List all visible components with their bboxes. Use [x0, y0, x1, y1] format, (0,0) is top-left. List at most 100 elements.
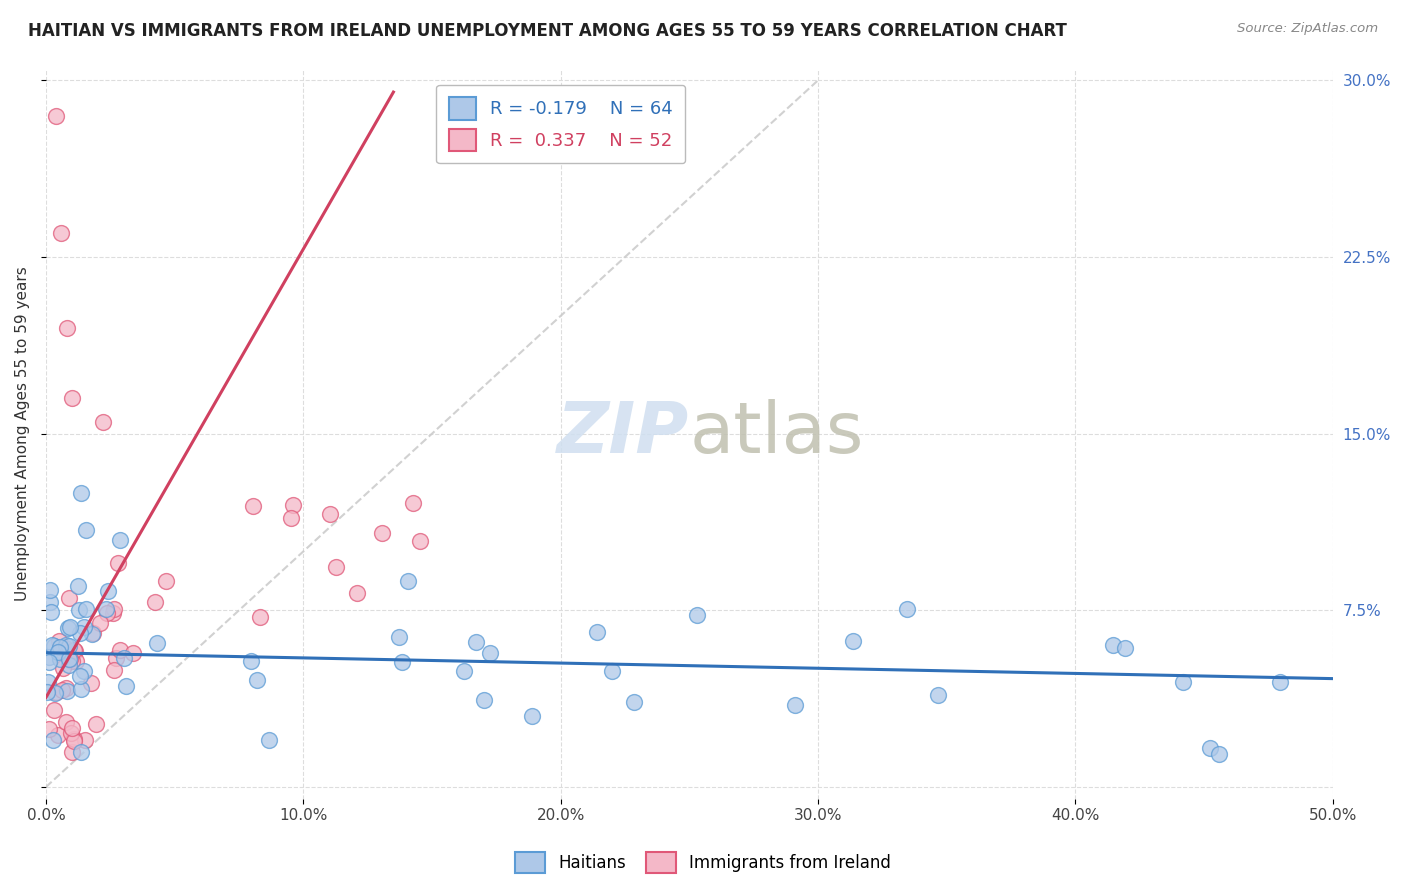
- Point: [55, 681, 77, 695]
- Point: [52, 661, 75, 675]
- Point: [65, 655, 87, 669]
- Point: [60, 745, 83, 759]
- Point: [586, 625, 609, 640]
- Point: [927, 689, 949, 703]
- Point: [75, 601, 97, 615]
- Point: [37, 685, 59, 699]
- Point: [623, 695, 645, 709]
- Point: [41, 638, 63, 652]
- Point: [1268, 675, 1291, 690]
- Point: [89, 615, 111, 630]
- Point: [60, 392, 83, 406]
- Point: [58, 621, 80, 635]
- Point: [53, 641, 76, 656]
- Point: [453, 665, 475, 679]
- Point: [107, 556, 129, 570]
- Point: [464, 635, 486, 649]
- Point: [319, 508, 342, 522]
- Legend: Haitians, Immigrants from Ireland: Haitians, Immigrants from Ireland: [508, 846, 898, 880]
- Point: [55, 320, 77, 334]
- Point: [73, 620, 96, 634]
- Legend: R = -0.179    N = 64, R =  0.337    N = 52: R = -0.179 N = 64, R = 0.337 N = 52: [436, 85, 686, 163]
- Point: [48, 640, 70, 654]
- Point: [63, 642, 86, 657]
- Point: [73, 732, 96, 747]
- Point: [75, 524, 97, 538]
- Point: [474, 693, 496, 707]
- Point: [115, 679, 138, 693]
- Point: [58, 652, 80, 666]
- Point: [73, 664, 96, 678]
- Point: [896, 601, 918, 615]
- Point: [38, 650, 60, 665]
- Point: [1208, 747, 1230, 761]
- Point: [402, 496, 425, 510]
- Text: HAITIAN VS IMMIGRANTS FROM IRELAND UNEMPLOYMENT AMONG AGES 55 TO 59 YEARS CORREL: HAITIAN VS IMMIGRANTS FROM IRELAND UNEMP…: [28, 22, 1067, 40]
- Point: [59, 726, 82, 740]
- Point: [63, 734, 86, 748]
- Point: [396, 574, 419, 588]
- Point: [110, 642, 132, 657]
- Point: [60, 654, 83, 668]
- Point: [45, 685, 67, 699]
- Point: [1173, 675, 1195, 690]
- Point: [51, 683, 73, 698]
- Point: [842, 634, 865, 648]
- Point: [346, 586, 368, 600]
- Point: [257, 732, 280, 747]
- Point: [58, 591, 80, 606]
- Point: [108, 533, 131, 547]
- Point: [37, 675, 59, 690]
- Point: [388, 630, 411, 644]
- Point: [104, 650, 127, 665]
- Point: [783, 698, 806, 712]
- Point: [600, 664, 623, 678]
- Point: [59, 652, 82, 666]
- Point: [60, 721, 83, 735]
- Point: [44, 686, 66, 700]
- Point: [242, 499, 264, 513]
- Point: [96, 606, 118, 620]
- Point: [103, 663, 125, 677]
- Y-axis label: Unemployment Among Ages 55 to 59 years: Unemployment Among Ages 55 to 59 years: [15, 267, 30, 601]
- Point: [66, 579, 89, 593]
- Point: [70, 485, 93, 500]
- Point: [86, 716, 108, 731]
- Point: [1101, 638, 1123, 652]
- Point: [97, 584, 120, 599]
- Point: [49, 642, 72, 657]
- Point: [70, 745, 93, 759]
- Point: [55, 715, 77, 730]
- Point: [58, 657, 80, 672]
- Point: [391, 655, 413, 669]
- Point: [145, 595, 167, 609]
- Point: [69, 625, 91, 640]
- Point: [48, 633, 70, 648]
- Point: [69, 681, 91, 696]
- Point: [59, 620, 82, 634]
- Point: [281, 499, 304, 513]
- Point: [103, 602, 125, 616]
- Point: [39, 605, 62, 619]
- Point: [1114, 641, 1136, 656]
- Point: [55, 684, 77, 698]
- Point: [45, 109, 67, 123]
- Point: [41, 732, 63, 747]
- Point: [51, 227, 73, 241]
- Point: [46, 728, 69, 742]
- Point: [82, 627, 104, 641]
- Text: ZIP: ZIP: [557, 399, 689, 468]
- Point: [91, 415, 114, 429]
- Point: [96, 602, 118, 616]
- Point: [520, 709, 543, 723]
- Point: [145, 636, 167, 650]
- Point: [58, 640, 80, 654]
- Point: [1199, 740, 1222, 755]
- Point: [49, 652, 72, 666]
- Point: [239, 654, 262, 668]
- Point: [246, 673, 269, 687]
- Point: [63, 644, 86, 658]
- Point: [62, 731, 84, 746]
- Point: [38, 655, 60, 669]
- Point: [121, 646, 143, 660]
